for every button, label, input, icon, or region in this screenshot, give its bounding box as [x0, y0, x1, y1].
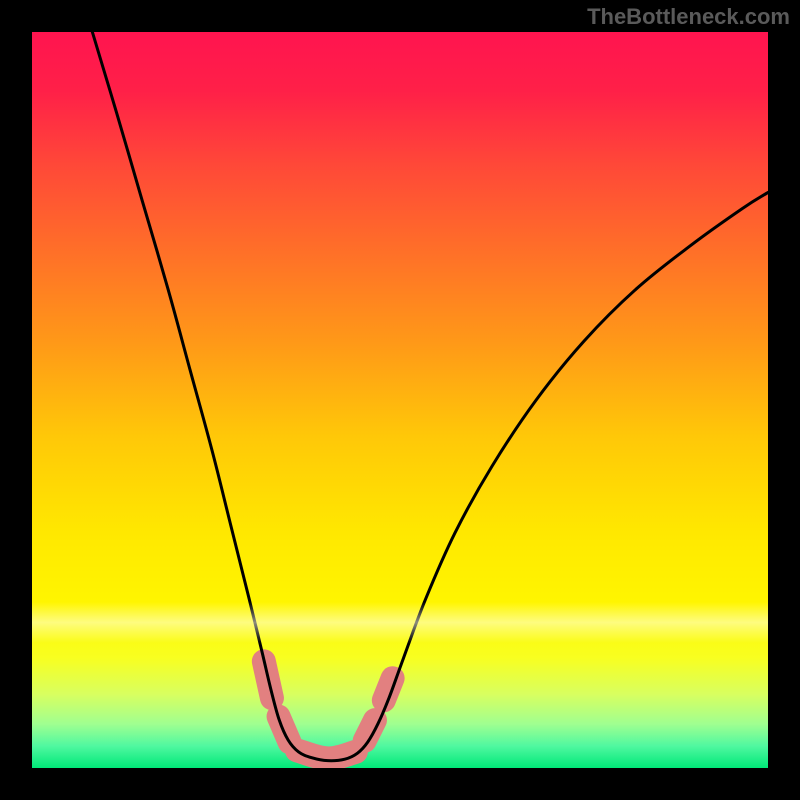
watermark-text: TheBottleneck.com	[587, 4, 790, 30]
whitish-band	[32, 602, 768, 642]
plot-area	[32, 32, 768, 768]
curve-layer	[32, 32, 768, 768]
worm-overlay	[264, 661, 393, 758]
bottleneck-curve	[92, 32, 768, 761]
